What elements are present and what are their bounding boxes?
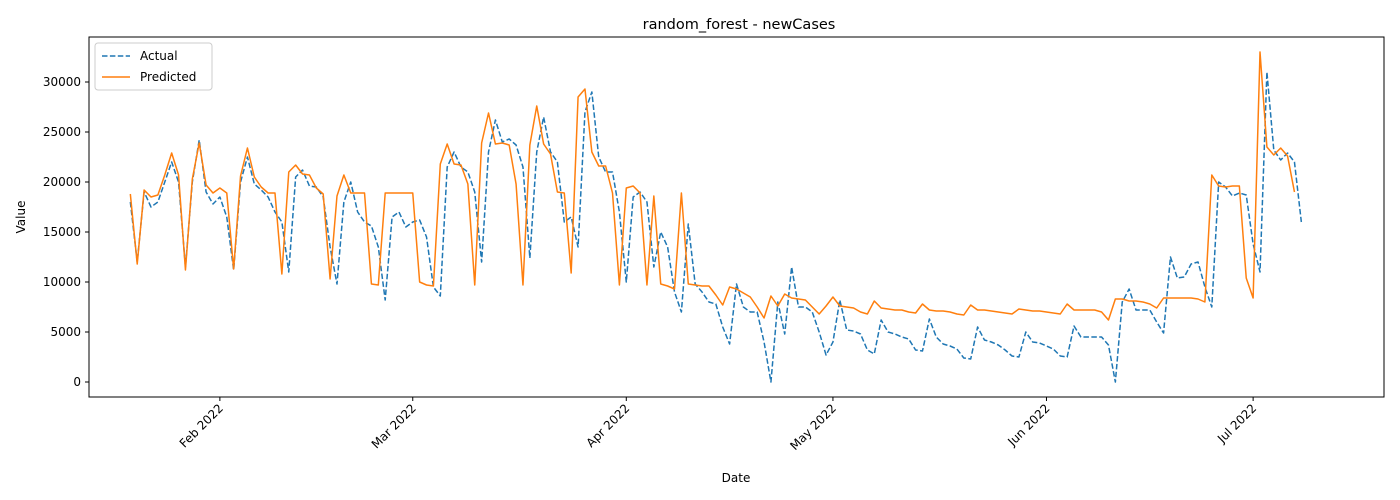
x-tick-label: May 2022	[787, 401, 839, 453]
y-axis-label: Value	[14, 201, 28, 234]
series-line-predicted	[129, 51, 1296, 321]
y-tick-label: 20000	[43, 175, 81, 189]
x-tick-label: Apr 2022	[584, 401, 633, 450]
x-tick-label: Mar 2022	[369, 401, 419, 451]
plot-series	[129, 51, 1303, 383]
y-tick-label: 0	[73, 375, 81, 389]
legend-label-actual: Actual	[140, 49, 178, 63]
x-axis: Feb 2022 Mar 2022 Apr 2022 May 2022 Jun 2022…	[177, 397, 1259, 453]
x-tick-label: Feb 2022	[177, 401, 226, 450]
y-tick-label: 15000	[43, 225, 81, 239]
x-tick-label: Jun 2022	[1004, 401, 1052, 449]
legend: Actual Predicted	[94, 42, 213, 91]
plot-area-frame	[88, 36, 1385, 398]
y-axis: 0 5000 10000 15000 20000 25000 30000	[43, 75, 89, 389]
x-axis-label: Date	[722, 471, 751, 485]
legend-box	[94, 42, 213, 91]
y-tick-label: 25000	[43, 125, 81, 139]
chart-title: random_forest - newCases	[643, 17, 836, 33]
x-tick-label: Jul 2022	[1214, 401, 1259, 446]
y-tick-label: 5000	[50, 325, 81, 339]
series-line-actual	[129, 71, 1303, 383]
legend-label-predicted: Predicted	[140, 70, 196, 84]
y-tick-label: 30000	[43, 75, 81, 89]
y-tick-label: 10000	[43, 275, 81, 289]
